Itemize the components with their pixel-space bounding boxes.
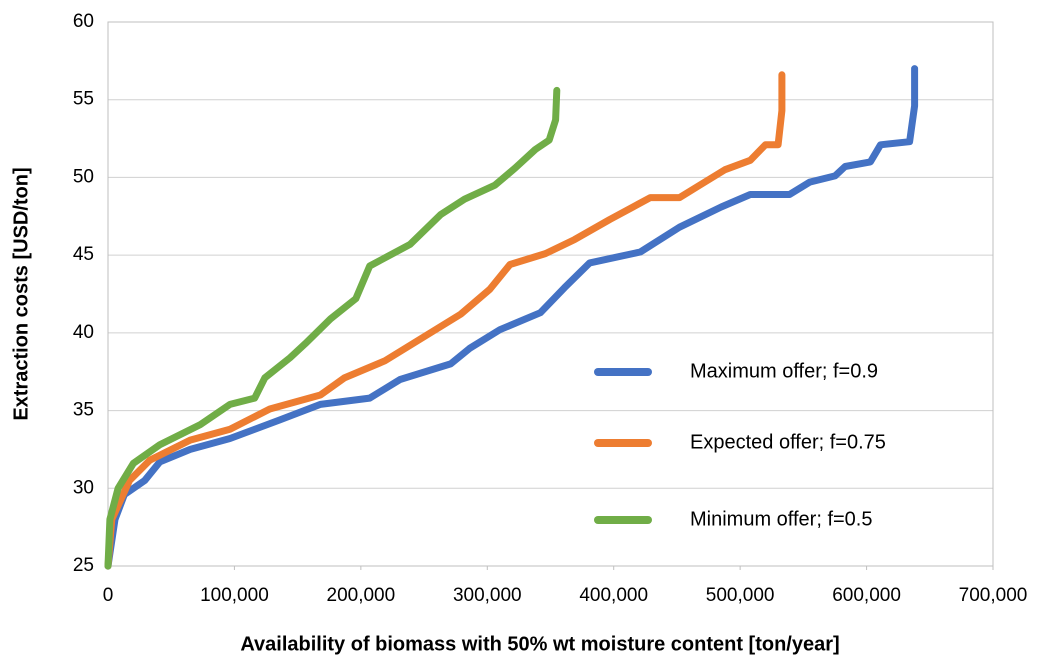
x-axis-title: Availability of biomass with 50% wt mois… xyxy=(240,633,839,655)
y-tick-label: 40 xyxy=(73,322,94,343)
x-tick-label: 500,000 xyxy=(706,585,775,606)
x-tick-label: 0 xyxy=(103,585,114,606)
x-tick-label: 100,000 xyxy=(200,585,269,606)
legend-label: Maximum offer; f=0.9 xyxy=(690,360,878,382)
legend-label: Minimum offer; f=0.5 xyxy=(690,508,872,530)
y-tick-label: 45 xyxy=(73,244,94,265)
y-tick-label: 55 xyxy=(73,89,94,110)
y-tick-label: 25 xyxy=(73,555,94,576)
legend-label: Expected offer; f=0.75 xyxy=(690,431,886,453)
x-tick-label: 700,000 xyxy=(959,585,1028,606)
x-tick-label: 600,000 xyxy=(832,585,901,606)
x-tick-label: 200,000 xyxy=(327,585,396,606)
x-tick-label: 300,000 xyxy=(453,585,522,606)
y-tick-label: 50 xyxy=(73,166,94,187)
y-tick-label: 60 xyxy=(73,11,94,32)
y-tick-label: 35 xyxy=(73,400,94,421)
y-axis-title: Extraction costs [USD/ton] xyxy=(10,167,32,420)
y-tick-label: 30 xyxy=(73,477,94,498)
data-line xyxy=(104,86,561,570)
x-tick-label: 400,000 xyxy=(579,585,648,606)
data-line xyxy=(104,71,786,570)
data-line xyxy=(104,65,919,570)
plot-border xyxy=(107,21,994,567)
